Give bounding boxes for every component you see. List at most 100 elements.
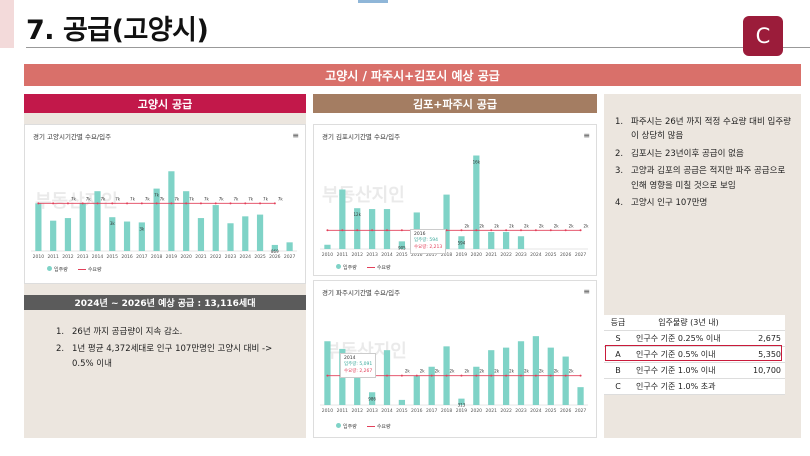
menu-icon[interactable]: ≡ <box>583 287 590 296</box>
list-item: 1. 파주시는 26년 까지 적정 수요량 대비 입주량이 상당히 많음 <box>615 115 795 144</box>
bar <box>324 341 331 405</box>
bar <box>168 171 175 251</box>
bar-label: 3k <box>139 226 145 231</box>
demand-label: 2k <box>464 223 470 228</box>
x-tick-label: 2022 <box>500 252 512 258</box>
x-tick-label: 2018 <box>151 254 163 260</box>
x-tick-label: 2013 <box>366 408 378 414</box>
value-cell: 10,700 <box>745 362 785 379</box>
main-banner: 고양시 / 파주시+김포시 예상 공급 <box>24 64 801 86</box>
demand-point <box>326 374 329 377</box>
notes-list: 1. 파주시는 26년 까지 적정 수요량 대비 입주량이 상당히 많음 2. 김포시… <box>615 115 795 214</box>
list-item-text: 26년 까지 공급량이 지속 감소. <box>72 327 183 337</box>
demand-label: 2k <box>524 223 530 228</box>
x-tick-label: 2020 <box>471 408 483 414</box>
list-item-number: 1. <box>615 117 624 127</box>
bar <box>324 244 331 249</box>
demand-label: 7k <box>71 196 77 201</box>
x-tick-label: 2024 <box>530 408 542 414</box>
demand-point <box>356 229 359 232</box>
x-tick-label: 2027 <box>575 408 587 414</box>
demand-point <box>520 374 522 377</box>
demand-point <box>505 229 508 232</box>
demand-point <box>66 202 69 205</box>
x-tick-label: 2011 <box>47 254 59 260</box>
paju-chart: 경기 파주시기간별 수요/입주 ≡ 부동산지인 2010 2011 2012 986 2… <box>313 280 597 438</box>
bar <box>517 341 525 405</box>
bar-label: 869 <box>271 249 279 254</box>
bar-label: 3k <box>110 221 116 226</box>
demand-point <box>386 229 388 232</box>
demand-label: 2k <box>405 369 411 374</box>
bar <box>94 191 101 251</box>
criterion-cell: 인구수 기준 0.25% 이내 <box>632 330 745 347</box>
demand-point <box>214 202 217 205</box>
bar <box>256 214 264 251</box>
demand-label: 2k <box>539 369 545 374</box>
bar <box>383 350 391 405</box>
demand-label: 2k <box>539 223 545 228</box>
demand-label: 2k <box>569 223 575 228</box>
demand-point <box>520 229 522 232</box>
goyang-header: 고양시 공급 <box>24 94 306 113</box>
list-item: 1. 26년 까지 공급량이 지속 감소. <box>56 325 286 339</box>
x-tick-label: 2025 <box>545 252 557 258</box>
list-item-number: 2. <box>615 148 624 159</box>
bar <box>532 336 540 405</box>
list-item-text: 김포시는 23년이후 공급이 없음 <box>631 148 744 159</box>
demand-label: 2k <box>509 223 515 228</box>
x-tick-label: 2018 <box>441 408 453 414</box>
demand-point <box>229 202 232 205</box>
x-tick-label: 2010 <box>33 254 45 260</box>
grade-table-wrap: 등급 입주물량 (3년 내) S 인구수 기준 0.25% 이내 2,675 A 인구수… <box>604 315 785 395</box>
demand-label: 2k <box>479 369 485 374</box>
bar <box>562 356 569 405</box>
chart-title: 경기 고양시기간별 수요/입주 <box>33 133 112 141</box>
legend-supply: 입주량 <box>336 264 357 271</box>
goyang-chart: 경기 고양시기간별 수요/입주 ≡ 부동산지인 2010 2011 2012 2013… <box>24 124 306 284</box>
demand-point <box>111 202 114 205</box>
demand-point <box>400 374 403 377</box>
demand-point <box>430 374 433 377</box>
x-tick-label: 2013 <box>366 252 378 258</box>
list-item-number: 2. <box>56 344 65 355</box>
demand-point <box>579 229 582 232</box>
chart-svg: 2010 2011 2012 2013 2014 3k 2015 2016 3k 2017 7k 20… <box>31 171 297 260</box>
list-item-text: 파주시는 26년 까지 적정 수요량 대비 입주량이 상당히 많음 <box>631 117 791 142</box>
chart-legend: 입주량 수요량 <box>47 266 102 273</box>
demand-label: 2k <box>450 369 456 374</box>
bar <box>286 242 293 251</box>
x-tick-label: 2023 <box>515 252 527 258</box>
demand-label: 7k <box>204 196 210 201</box>
x-tick-label: 2012 <box>351 252 363 258</box>
demand-point <box>534 229 537 232</box>
demand-point <box>400 229 403 232</box>
demand-label: 7k <box>189 196 195 201</box>
x-tick-label: 2016 <box>411 408 423 414</box>
chart-legend: 입주량 수요량 <box>336 423 391 430</box>
bar <box>339 189 346 249</box>
demand-point <box>81 202 84 205</box>
bar <box>413 375 420 405</box>
criterion-cell: 인구수 기준 1.0% 초과 <box>632 378 745 395</box>
menu-icon[interactable]: ≡ <box>583 131 590 140</box>
demand-point <box>475 374 478 377</box>
x-tick-label: 2021 <box>195 254 207 260</box>
x-tick-label: 2019 <box>456 252 468 258</box>
grade-table: 등급 입주물량 (3년 내) S 인구수 기준 0.25% 이내 2,675 A 인구수… <box>604 315 785 395</box>
x-tick-label: 2018 <box>441 252 453 258</box>
x-tick-label: 2017 <box>136 254 148 260</box>
list-item-number: 4. <box>615 198 624 209</box>
bar <box>428 366 435 405</box>
bar <box>354 364 361 405</box>
demand-label: 2k <box>494 223 500 228</box>
bar <box>197 218 205 251</box>
demand-point <box>579 374 582 377</box>
bar-label: 905 <box>398 245 406 250</box>
demand-point <box>460 374 463 377</box>
legend-supply: 입주량 <box>336 423 357 430</box>
x-tick-label: 2017 <box>426 408 438 414</box>
x-tick-label: 2020 <box>180 254 192 260</box>
menu-icon[interactable]: ≡ <box>292 131 299 140</box>
bar <box>577 387 584 405</box>
